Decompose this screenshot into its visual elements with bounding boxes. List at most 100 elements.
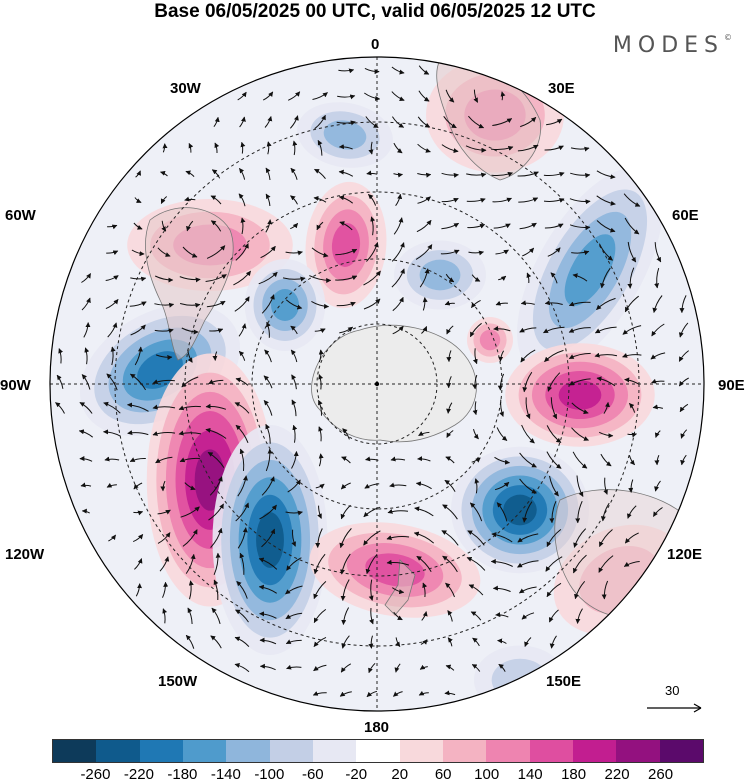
wind-arrow bbox=[419, 664, 428, 670]
wind-arrow bbox=[519, 327, 537, 333]
wind-arrow bbox=[421, 326, 428, 334]
wind-arrow bbox=[282, 276, 306, 282]
wind-arrow bbox=[519, 222, 537, 230]
wind-arrow bbox=[496, 427, 508, 441]
wind-arrow bbox=[336, 301, 356, 307]
colorbar-swatch bbox=[616, 740, 660, 762]
wind-arrow bbox=[490, 558, 513, 567]
wind-arrow bbox=[394, 663, 401, 673]
wind-arrow bbox=[152, 431, 176, 436]
wind-arrow bbox=[211, 169, 221, 179]
wind-arrow bbox=[387, 508, 409, 514]
wind-arrow bbox=[157, 509, 171, 515]
wind-arrow bbox=[364, 92, 381, 101]
wind-arrow bbox=[518, 586, 537, 594]
wind-arrow bbox=[628, 479, 634, 493]
wind-arrow bbox=[678, 377, 689, 387]
wind-arrow bbox=[135, 170, 141, 178]
wind-arrow bbox=[234, 636, 250, 647]
wind-arrow bbox=[106, 250, 119, 256]
wind-arrow bbox=[600, 502, 610, 522]
lon-label-0: 0 bbox=[371, 36, 380, 53]
wind-arrow bbox=[79, 456, 93, 462]
colorbar-tick-label: 220 bbox=[604, 766, 630, 783]
lon-label-30e: 30E bbox=[548, 80, 575, 97]
wind-arrow bbox=[340, 663, 352, 673]
wind-arrow bbox=[546, 451, 562, 469]
wind-arrow bbox=[185, 634, 195, 649]
wind-arrow bbox=[570, 172, 591, 178]
wind-arrow bbox=[393, 142, 403, 154]
wind-arrow bbox=[266, 321, 271, 338]
wind-arrow bbox=[368, 662, 376, 674]
wind-arrow bbox=[208, 379, 224, 385]
wind-arrow bbox=[178, 430, 202, 436]
wind-arrow bbox=[365, 553, 378, 575]
wind-arrow bbox=[291, 451, 299, 469]
wind-arrow bbox=[447, 610, 453, 622]
colorbar-swatch bbox=[442, 740, 487, 762]
wind-arrow bbox=[520, 300, 535, 306]
wind-arrow bbox=[134, 346, 143, 366]
wind-arrow bbox=[338, 195, 354, 204]
negative-anomaly bbox=[451, 446, 589, 574]
wind-arrow bbox=[209, 328, 224, 334]
wind-arrow bbox=[441, 222, 460, 230]
wind-arrow bbox=[498, 663, 506, 672]
wind-arrow bbox=[370, 216, 376, 236]
wind-arrow bbox=[467, 530, 485, 546]
wind-arrow bbox=[491, 146, 514, 151]
wind-arrow bbox=[83, 322, 91, 338]
wind-arrow bbox=[445, 89, 455, 103]
wind-arrow bbox=[520, 349, 536, 363]
wind-arrow bbox=[386, 559, 410, 566]
wind-arrow bbox=[318, 426, 323, 442]
wind-arrow bbox=[237, 475, 248, 497]
wind-arrow bbox=[544, 223, 564, 229]
wind-arrow bbox=[568, 301, 591, 307]
wind-arrow bbox=[363, 530, 381, 546]
wind-arrow bbox=[235, 609, 249, 623]
lon-label-120e: 120E bbox=[667, 546, 703, 563]
wind-arrow bbox=[106, 373, 118, 391]
wind-arrow bbox=[103, 429, 121, 437]
wind-arrow bbox=[570, 146, 590, 152]
wind-arrow bbox=[629, 403, 636, 413]
wind-arrow bbox=[234, 296, 250, 312]
wind-arrow bbox=[572, 451, 588, 469]
wind-arrow bbox=[363, 506, 381, 518]
wind-arrow bbox=[291, 529, 296, 547]
south-america bbox=[145, 207, 234, 361]
wind-arrow bbox=[441, 144, 459, 154]
wind-arrow bbox=[240, 217, 246, 235]
wind-arrow bbox=[393, 611, 403, 621]
colorbar-swatch bbox=[486, 740, 530, 762]
wind-arrow bbox=[422, 582, 428, 598]
wind-arrow bbox=[162, 143, 168, 153]
wind-arrow bbox=[127, 430, 149, 436]
wind-arrow bbox=[492, 585, 511, 593]
wind-arrow bbox=[336, 120, 356, 126]
wind-arrow bbox=[154, 302, 175, 308]
wind-arrow bbox=[568, 352, 591, 360]
wind-arrow bbox=[419, 268, 430, 288]
wind-arrow bbox=[133, 482, 143, 490]
wind-arrow bbox=[522, 247, 535, 257]
wind-arrow bbox=[265, 219, 273, 233]
wind-arrow bbox=[596, 195, 616, 206]
wind-arrow bbox=[210, 195, 222, 205]
wind-arrow bbox=[186, 220, 194, 232]
wind-arrow bbox=[596, 297, 616, 310]
wind-arrow bbox=[467, 224, 486, 229]
wind-arrow bbox=[207, 451, 225, 468]
wind-arrow bbox=[110, 346, 116, 366]
wind-arrow bbox=[236, 581, 248, 599]
wind-arrow bbox=[104, 456, 120, 462]
wind-arrow bbox=[497, 638, 507, 644]
wind-arrow bbox=[416, 555, 432, 572]
wind-arrow bbox=[108, 534, 117, 542]
wind-arrow bbox=[417, 456, 431, 462]
map-title: Base 06/05/2025 00 UTC, valid 06/05/2025… bbox=[154, 1, 596, 22]
wind-arrow bbox=[266, 141, 272, 155]
wind-arrow bbox=[594, 352, 618, 358]
